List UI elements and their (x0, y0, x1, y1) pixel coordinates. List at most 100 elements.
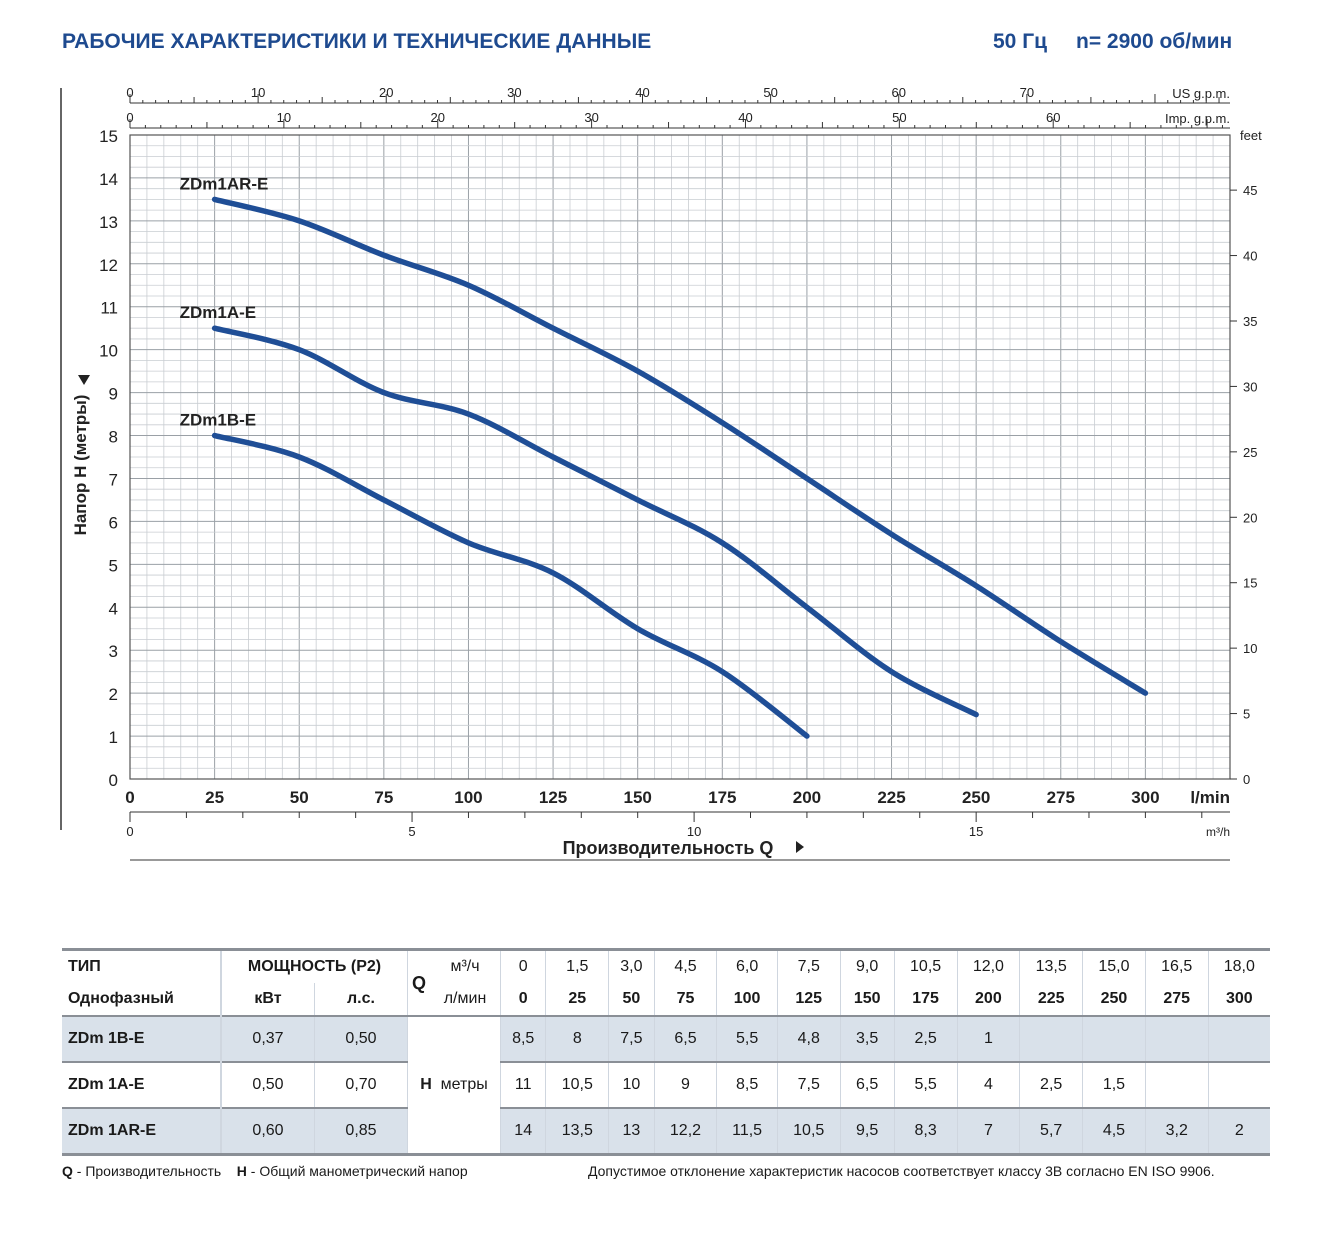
us-gpm-tick-label: 20 (379, 85, 393, 100)
h-cell: 4,5 (1082, 1107, 1146, 1156)
imp-gpm-tick-label: 40 (738, 110, 752, 125)
footer-legend: Q - Производительность H - Общий маномет… (62, 1163, 468, 1179)
table-row: ZDm 1B-E 0,37 0,50 H метры 8,5 8 7,5 6,5… (62, 1015, 1270, 1156)
chart-grid (129, 134, 1231, 780)
x-axis-unit: l/min (1190, 788, 1230, 807)
x-tick-label: 175 (708, 788, 736, 807)
q-m3h-cell: 4,5 (653, 948, 717, 983)
q-lmin-cell: 300 (1207, 983, 1270, 1016)
h-cell: 10,5 (545, 1061, 609, 1108)
h-cell (1207, 1061, 1270, 1108)
x-tick-label: 225 (877, 788, 905, 807)
h-cell: 14 (499, 1107, 546, 1156)
speed-label: n= 2900 об/мин (1076, 30, 1233, 53)
us-gpm-tick-label: 70 (1020, 85, 1034, 100)
x-axis-title: Производительность Q (563, 838, 774, 858)
h-cell: 5,7 (1019, 1107, 1083, 1156)
q-lmin-cell: 200 (956, 983, 1020, 1016)
q-m3h-cell: 12,0 (956, 948, 1020, 983)
imp-gpm-tick-label: 60 (1046, 110, 1060, 125)
q-m3h-cell: 13,5 (1019, 948, 1083, 983)
type-header: ТИП (62, 948, 221, 983)
m3h-tick-label: 10 (687, 824, 701, 839)
hp-cell: 0,50 (314, 1015, 408, 1062)
y-tick-label: 7 (109, 470, 118, 489)
y-tick-label: 6 (109, 513, 118, 532)
q-m3h-cell: 1,5 (545, 948, 609, 983)
h-unit: метры (440, 1076, 488, 1093)
h-cell: 1 (956, 1015, 1020, 1062)
model-cell: ZDm 1A-E (62, 1061, 221, 1108)
q-m3h-cell: 9,0 (839, 948, 895, 983)
feet-tick-label: 40 (1243, 249, 1257, 264)
phase-header: Однофазный (68, 990, 174, 1007)
h-cell: 13 (608, 1107, 655, 1156)
q-lmin-cell: 225 (1019, 983, 1083, 1016)
q-m3h-cell: 3,0 (608, 948, 655, 983)
h-cell: 2 (1207, 1107, 1270, 1156)
x-tick-label: 150 (624, 788, 652, 807)
q-m3h-cell: 10,5 (893, 948, 957, 983)
y-tick-label: 12 (99, 256, 118, 275)
feet-tick-label: 30 (1243, 379, 1257, 394)
h-cell: 11 (499, 1061, 546, 1108)
q-lmin-cell: 50 (608, 983, 655, 1016)
h-cell: 6,5 (653, 1015, 717, 1062)
q-m3h-cell: 6,0 (716, 948, 778, 983)
feet-tick-label: 0 (1243, 772, 1250, 787)
h-cell (1207, 1015, 1270, 1062)
y-tick-label: 14 (99, 170, 118, 189)
q-lmin-cell: 0 (499, 983, 546, 1016)
table-row: ZDm 1A-E 0,50 0,70 11 10,5 10 9 8,5 7,5 … (62, 1061, 1270, 1108)
footer-note: Допустимое отклонение характеристик насо… (588, 1163, 1215, 1179)
h-cell (1082, 1015, 1146, 1062)
m3h-tick-label: 15 (969, 824, 983, 839)
h-cell: 6,5 (839, 1061, 895, 1108)
q-unit-m3h: м³/ч (430, 948, 501, 983)
hp-cell: 0,85 (314, 1107, 408, 1156)
footer-h-text: - Общий манометрический напор (246, 1163, 468, 1179)
us-gpm-tick-label: 10 (251, 85, 265, 100)
us-gpm-tick-label: 50 (763, 85, 777, 100)
right-axis-unit: feet (1240, 128, 1262, 143)
series-label: ZDm1AR-E (180, 174, 269, 193)
y-tick-label: 3 (109, 642, 118, 661)
footer-q-key: Q (62, 1163, 73, 1179)
imp-gpm-tick-label: 20 (431, 110, 445, 125)
model-cell: ZDm 1B-E (62, 1015, 221, 1062)
h-cell: 5,5 (716, 1015, 778, 1062)
q-unit-lmin: л/мин (443, 990, 487, 1007)
q-lmin-cell: 25 (545, 983, 609, 1016)
us-gpm-unit: US g.p.m. (1172, 86, 1230, 101)
x-tick-label: 0 (125, 788, 134, 807)
us-gpm-tick-label: 30 (507, 85, 521, 100)
q-header: Q (407, 948, 430, 1016)
us-gpm-tick-label: 0 (126, 85, 133, 100)
y-tick-label: 13 (99, 213, 118, 232)
imp-gpm-tick-label: 50 (892, 110, 906, 125)
x-tick-label: 275 (1047, 788, 1075, 807)
page-title: РАБОЧИЕ ХАРАКТЕРИСТИКИ И ТЕХНИЧЕСКИЕ ДАН… (62, 30, 652, 53)
h-cell: 4 (956, 1061, 1020, 1108)
h-unit-cell: H метры (407, 1015, 501, 1156)
y-tick-label: 11 (100, 299, 118, 318)
power-header: МОЩНОСТЬ (P2) (220, 948, 408, 983)
imp-gpm-tick-label: 10 (277, 110, 291, 125)
hp-cell: 0,70 (314, 1061, 408, 1108)
q-m3h-cell: 15,0 (1082, 948, 1146, 983)
imp-gpm-tick-label: 30 (584, 110, 598, 125)
h-cell: 12,2 (653, 1107, 717, 1156)
h-cell: 8,5 (499, 1015, 546, 1062)
kw-cell: 0,37 (220, 1015, 315, 1062)
q-lmin-cell: 175 (893, 983, 957, 1016)
y-tick-label: 4 (109, 599, 118, 618)
h-cell: 5,5 (893, 1061, 957, 1108)
h-cell: 7,5 (776, 1061, 841, 1108)
series-label: ZDm1B-E (180, 411, 257, 430)
h-cell: 3,2 (1144, 1107, 1209, 1156)
feet-tick-label: 25 (1243, 445, 1257, 460)
imp-gpm-tick-label: 0 (126, 110, 133, 125)
h-cell (1019, 1015, 1083, 1062)
h-cell: 8,3 (893, 1107, 957, 1156)
